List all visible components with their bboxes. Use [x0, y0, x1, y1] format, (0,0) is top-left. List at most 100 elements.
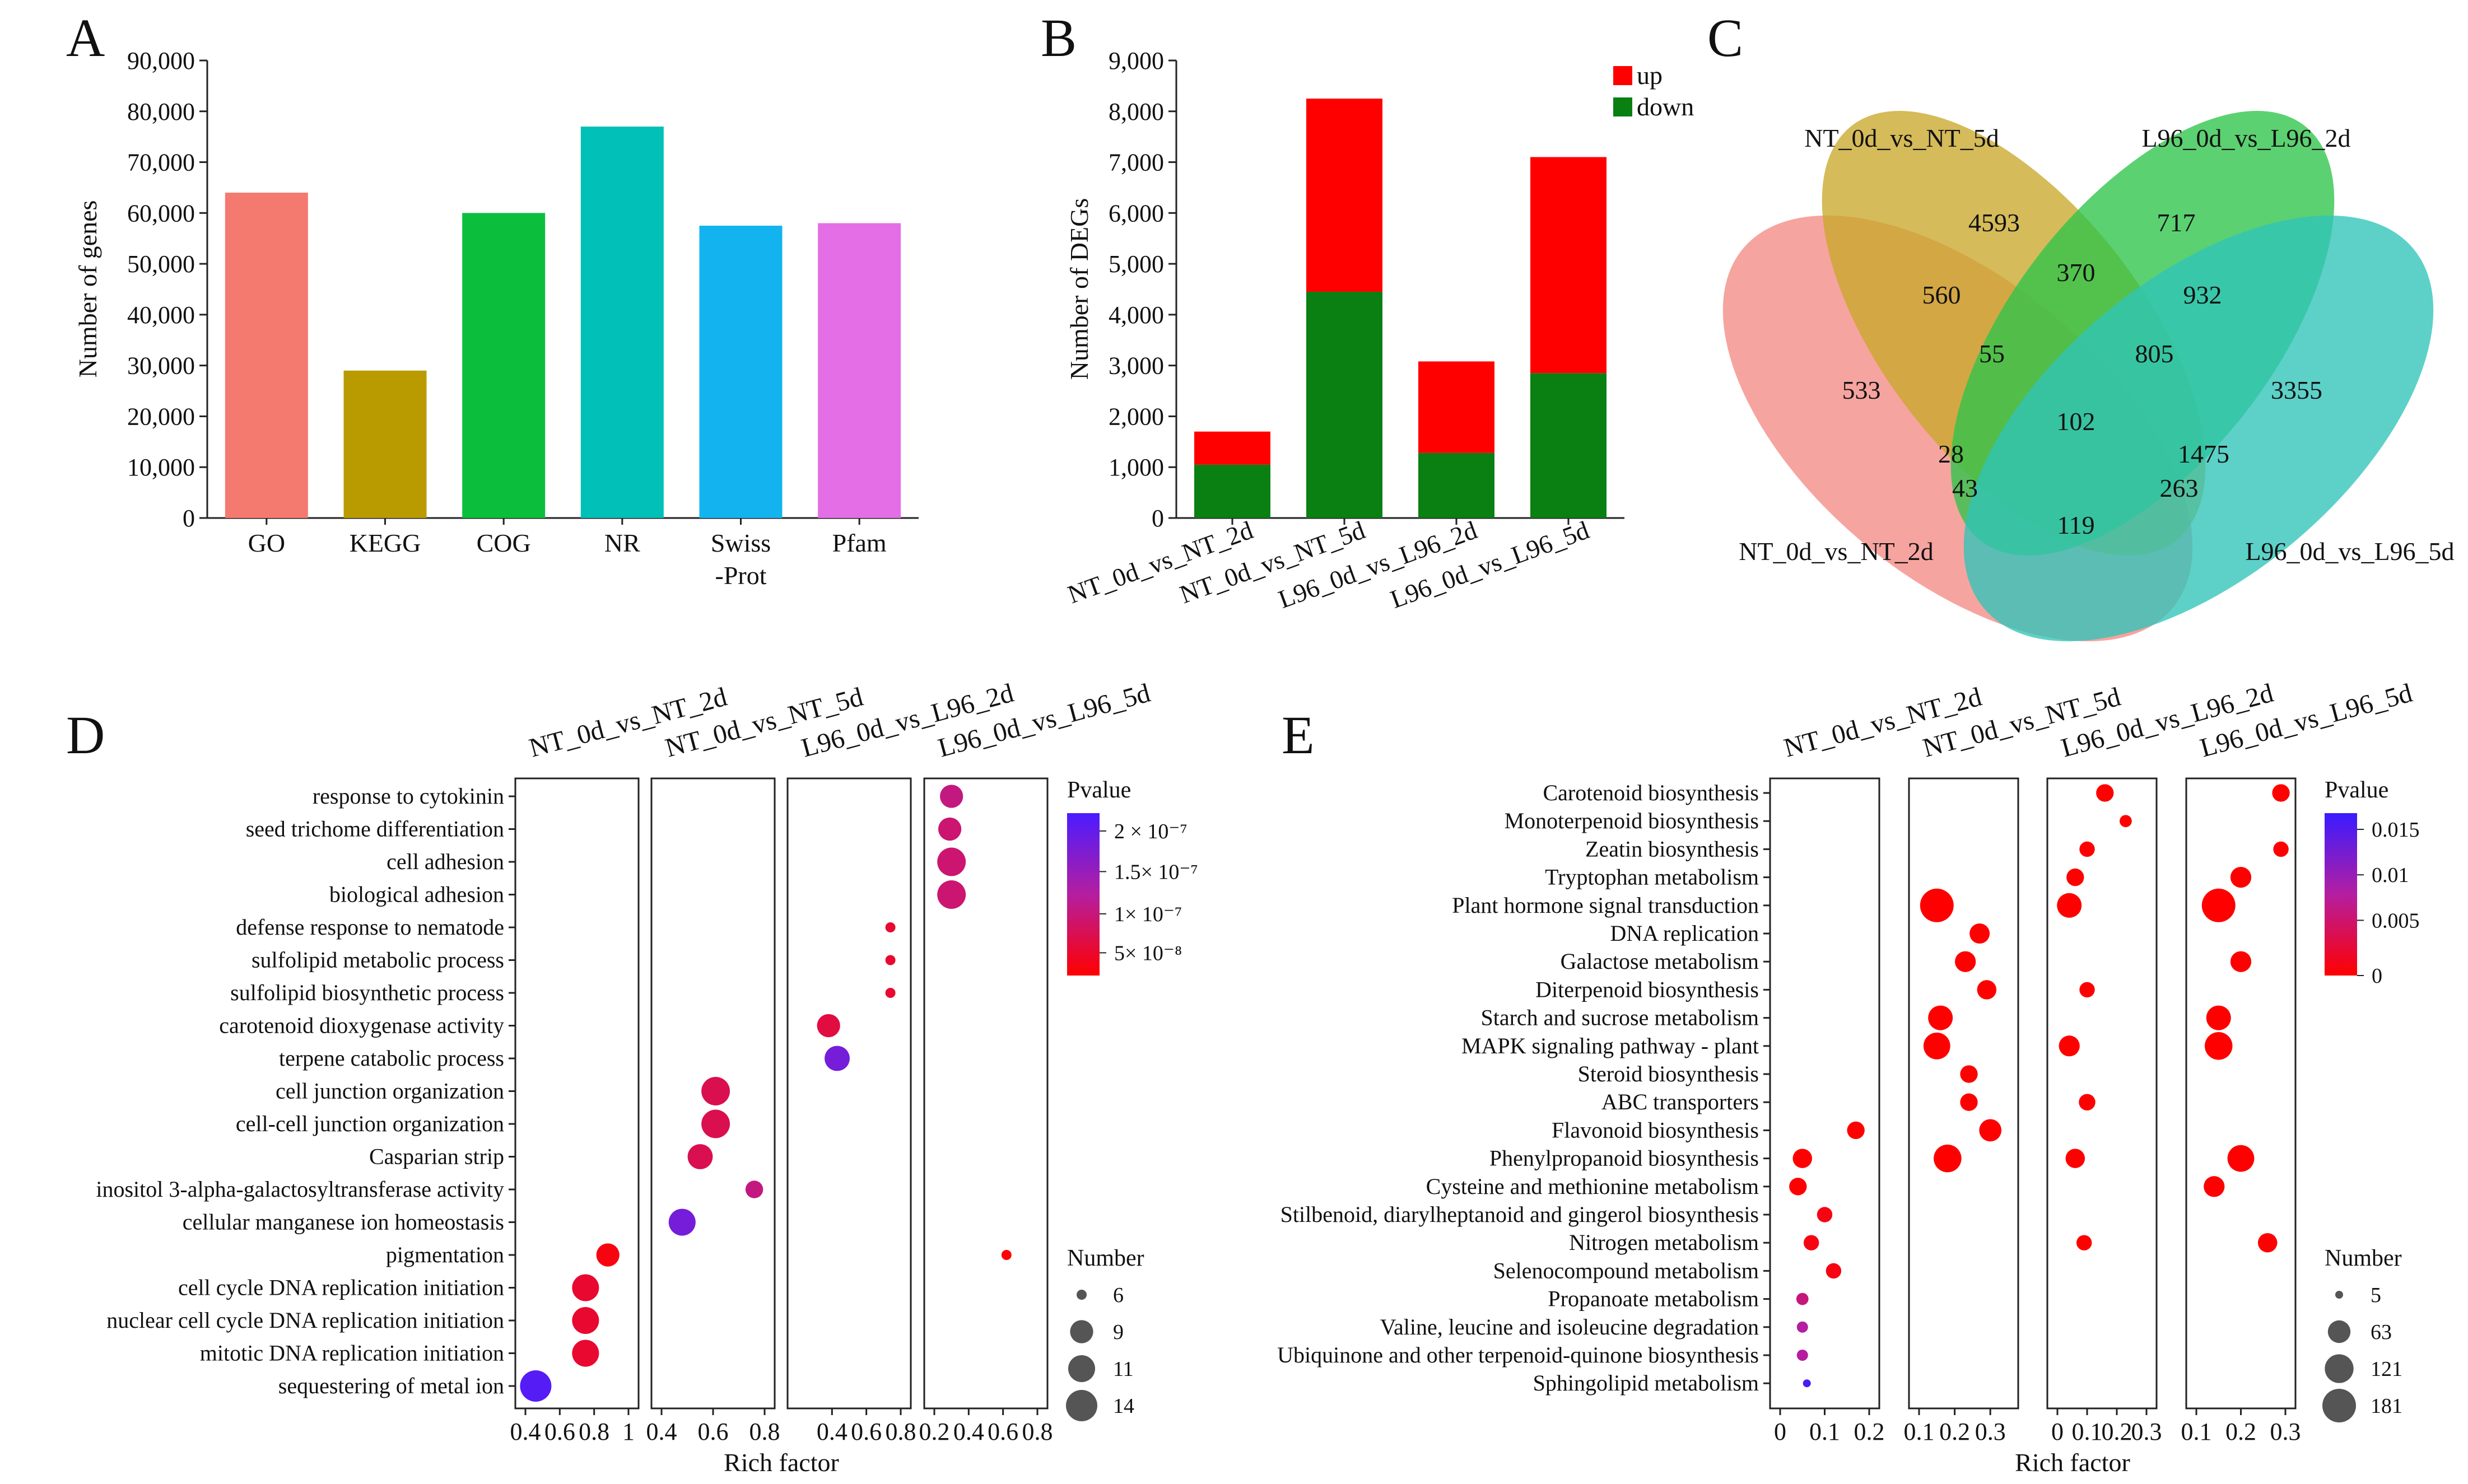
- b-bar-down-2: [1418, 452, 1494, 518]
- e-bubble-f2-c0: [2096, 784, 2114, 802]
- d-x-tick-label: 0.6: [544, 1418, 575, 1445]
- d-bubble-f1-c9: [701, 1077, 730, 1105]
- venn-region-count-0: 4593: [1968, 208, 2020, 237]
- d-category-label-0: response to cytokinin: [313, 783, 504, 809]
- e-bubble-f3-c9: [2204, 1032, 2233, 1060]
- e-category-label-4: Plant hormone signal transduction: [1452, 893, 1759, 918]
- d-bubble-f1-c13: [668, 1208, 696, 1236]
- b-y-tick-label: 8,000: [1109, 98, 1164, 125]
- panel-c-venn-diagram: C NT_0d_vs_NT_5d L96_0d_vs_L96_2d NT_0d_vs…: [1707, 8, 2455, 642]
- a-y-tick-label: 20,000: [127, 403, 195, 430]
- a-y-tick-label: 0: [183, 505, 195, 532]
- a-y-tick-label: 60,000: [127, 199, 195, 227]
- a-bar-3: [580, 127, 664, 518]
- e-number-legend-dot-0: [2335, 1291, 2343, 1299]
- e-category-label-9: MAPK signaling pathway - plant: [1461, 1033, 1759, 1058]
- a-y-tick-label: 30,000: [127, 352, 195, 380]
- e-pvalue-legend-label-3: 0: [2372, 964, 2382, 988]
- e-bubble-f2-c1: [2120, 815, 2132, 828]
- e-category-label-14: Cysteine and methionine metabolism: [1426, 1174, 1759, 1199]
- d-number-legend-dot-3: [1066, 1390, 1097, 1421]
- e-category-label-20: Ubiquinone and other terpenoid-quinone b…: [1277, 1342, 1759, 1368]
- e-bubble-f0-c16: [1803, 1235, 1819, 1250]
- e-bubble-f2-c11: [2079, 1094, 2096, 1110]
- d-x-tick-label: 0.6: [851, 1418, 882, 1445]
- d-bubble-f2-c8: [825, 1046, 850, 1071]
- d-category-label-9: cell junction organization: [276, 1079, 504, 1104]
- e-bubble-f1-c8: [1928, 1005, 1953, 1030]
- e-bubble-f3-c13: [2227, 1145, 2255, 1172]
- d-facet-frame-3: [923, 777, 1049, 1410]
- venn-region-count-1: 717: [2157, 208, 2196, 237]
- e-x-tick-label: 0.2: [1939, 1418, 1970, 1445]
- e-category-label-19: Valine, leucine and isoleucine degradati…: [1380, 1314, 1759, 1340]
- d-bubble-f1-c11: [687, 1144, 713, 1169]
- d-bubble-f3-c1: [938, 817, 962, 841]
- d-x-tick-label: 0.4: [646, 1418, 677, 1445]
- e-bubble-f3-c2: [2273, 841, 2289, 857]
- e-category-label-1: Monoterpenoid biosynthesis: [1505, 808, 1759, 833]
- e-bubble-f1-c6: [1955, 951, 1976, 972]
- a-category-label-3: NR: [604, 529, 640, 557]
- e-x-tick-label: 0.1: [1809, 1418, 1840, 1445]
- a-category-label-5: Pfam: [832, 529, 887, 557]
- a-bar-2: [462, 213, 546, 518]
- d-x-tick-label: 0.4: [510, 1418, 541, 1445]
- panel-d-bubble-chart: D NT_0d_vs_NT_2d0.4 0.6 0.8 1NT_0d_vs_NT_5d…: [66, 678, 1198, 1477]
- d-x-tick-label: 0.2: [919, 1418, 950, 1445]
- venn-region-count-7: 805: [2135, 339, 2174, 368]
- e-number-legend-label-1: 63: [2371, 1320, 2392, 1344]
- d-x-tick-label: 0.8: [886, 1418, 916, 1445]
- e-category-label-2: Zeatin biosynthesis: [1585, 836, 1759, 861]
- e-bubble-f2-c16: [2076, 1235, 2092, 1250]
- b-y-tick-label: 1,000: [1109, 454, 1164, 481]
- e-bubble-f1-c12: [1979, 1119, 2002, 1142]
- d-bubble-f2-c6: [885, 988, 896, 998]
- e-x-tick-label: 0.1: [2181, 1418, 2212, 1445]
- d-number-legend-label-3: 14: [1113, 1394, 1134, 1418]
- e-number-legend-dot-1: [2327, 1320, 2351, 1343]
- e-bubble-f0-c21: [1803, 1379, 1811, 1388]
- venn-set-3: [1963, 215, 2434, 642]
- e-bubble-f0-c15: [1817, 1207, 1833, 1222]
- d-bubble-f2-c4: [885, 922, 896, 932]
- venn-region-count-13: 263: [2160, 474, 2199, 502]
- e-x-tick-label: 0: [2051, 1418, 2064, 1445]
- e-category-label-17: Selenocompound metabolism: [1493, 1258, 1759, 1283]
- e-number-legend-title: Number: [2325, 1245, 2402, 1271]
- d-x-tick-label: 0.8: [579, 1418, 609, 1445]
- d-category-label-5: sulfolipid metabolic process: [252, 948, 504, 973]
- b-legend-swatch-up: [1613, 66, 1632, 85]
- e-bubble-f0-c20: [1796, 1349, 1808, 1361]
- e-bubble-f1-c7: [1977, 980, 1997, 1000]
- e-number-legend-dot-2: [2325, 1354, 2354, 1383]
- b-bar-down-0: [1194, 464, 1270, 518]
- d-category-label-18: sequestering of metal ion: [278, 1373, 504, 1398]
- e-facet-frame-0: [1769, 777, 1880, 1410]
- e-bubble-f0-c12: [1847, 1121, 1865, 1140]
- d-bubble-f3-c3: [937, 880, 966, 909]
- e-category-label-5: DNA replication: [1610, 921, 1759, 946]
- panel-b-stacked-bar-chart: B 0 1,000 2,000 3,000 4,000 5,000 6,000 7,000 8,…: [1041, 8, 1694, 614]
- b-category-label-1: NT_0d_vs_NT_5d: [1176, 515, 1368, 609]
- venn-region-count-11: 1475: [2178, 440, 2229, 468]
- panel-d-letter: D: [66, 705, 105, 765]
- venn-set-label-1: L96_0d_vs_L96_2d: [2141, 124, 2350, 152]
- b-y-tick-label: 5,000: [1109, 250, 1164, 278]
- b-y-axis-title: Number of DEGs: [1065, 198, 1093, 380]
- e-bubble-f2-c2: [2079, 841, 2095, 857]
- d-pvalue-legend-label-1: 1.5× 10⁻⁷: [1114, 860, 1198, 884]
- e-x-tick-label: 0.2: [2102, 1418, 2132, 1445]
- d-bubble-f1-c10: [701, 1109, 730, 1138]
- e-bubble-f0-c17: [1826, 1263, 1842, 1279]
- panel-c-letter: C: [1707, 8, 1743, 68]
- b-bar-up-3: [1530, 157, 1606, 374]
- b-y-tick-label: 9,000: [1109, 47, 1164, 74]
- panel-e-bubble-chart: E NT_0d_vs_NT_2d0 0.1 0.2NT_0d_vs_NT_5d0.1…: [1277, 678, 2419, 1477]
- a-bar-4: [699, 226, 783, 518]
- b-bar-up-2: [1418, 361, 1494, 453]
- e-x-tick-label: 0.1: [2072, 1418, 2103, 1445]
- d-x-tick-label: 0.6: [988, 1418, 1018, 1445]
- e-x-axis-title: Rich factor: [2015, 1448, 2130, 1477]
- e-pvalue-legend-title: Pvalue: [2325, 777, 2388, 803]
